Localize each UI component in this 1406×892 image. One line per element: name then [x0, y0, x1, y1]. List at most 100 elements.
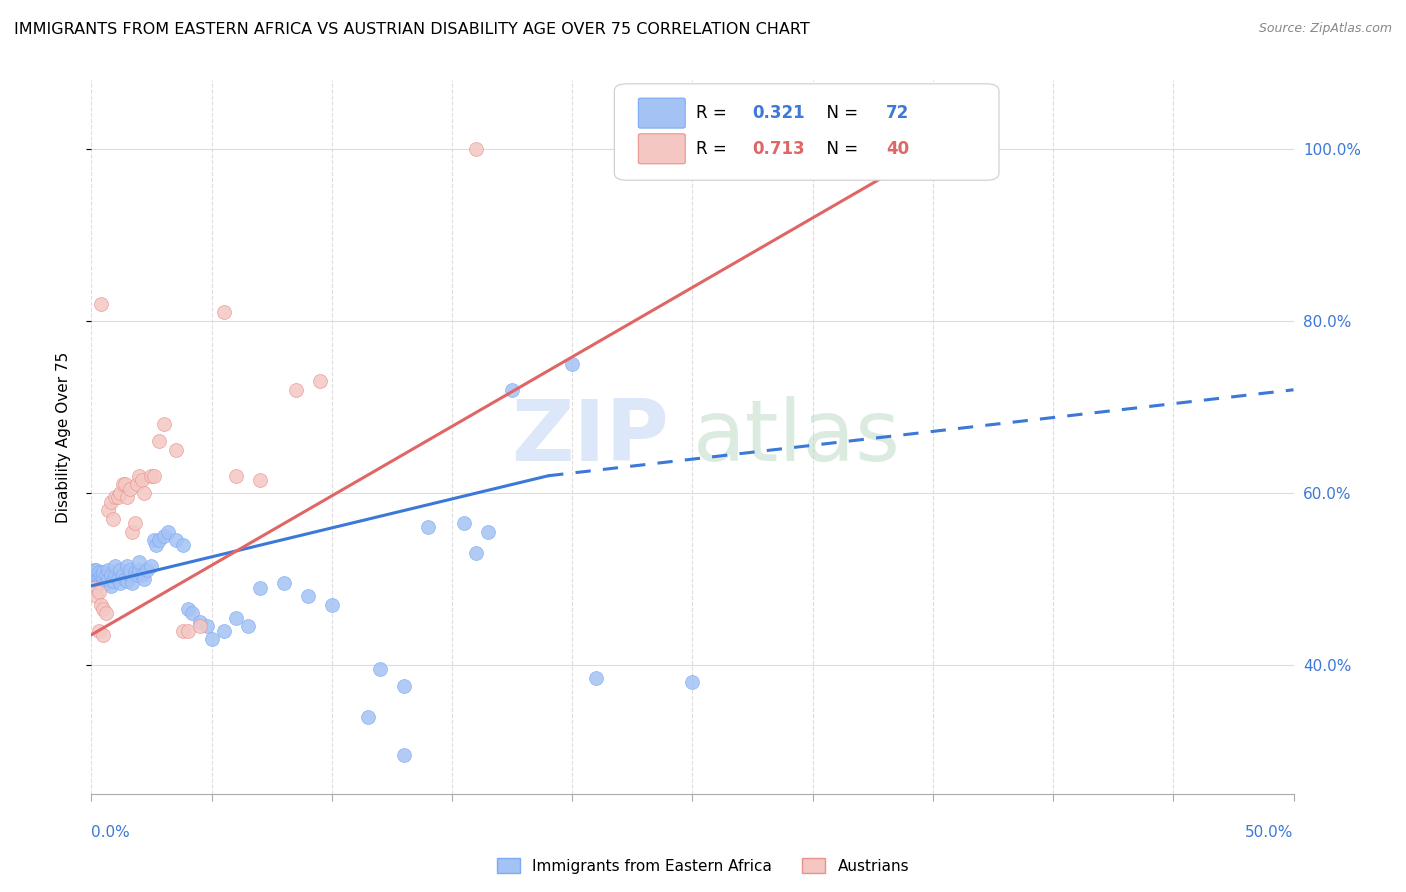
Point [501, 383, 523, 397]
Point [84, 574, 107, 588]
Point [284, 383, 307, 397]
Point [118, 567, 141, 582]
Point [110, 576, 132, 591]
Point [93, 565, 115, 579]
Point [321, 598, 343, 612]
Point [142, 468, 165, 483]
Point [111, 477, 134, 491]
Text: 0.0%: 0.0% [91, 825, 131, 840]
Point [83, 572, 105, 586]
Point [100, 494, 122, 508]
Text: Source: ZipAtlas.com: Source: ZipAtlas.com [1258, 22, 1392, 36]
Point [249, 581, 271, 595]
Point [135, 563, 157, 577]
Point [97, 572, 120, 586]
Point [142, 533, 165, 548]
Text: atlas: atlas [692, 395, 900, 479]
Text: 72: 72 [886, 104, 910, 122]
Point [124, 516, 146, 530]
Point [121, 576, 143, 591]
Point [94, 567, 117, 582]
Point [165, 533, 187, 548]
Point [212, 305, 235, 319]
Point [125, 567, 148, 582]
Point [101, 574, 124, 588]
Point [128, 468, 150, 483]
Point [104, 490, 127, 504]
Point [172, 624, 194, 638]
Point [225, 468, 247, 483]
Text: R =: R = [696, 140, 733, 158]
Point [90, 297, 112, 311]
Point [90, 598, 112, 612]
Point [84, 589, 107, 603]
Point [100, 567, 122, 582]
Point [104, 559, 127, 574]
Point [117, 574, 139, 588]
Point [90, 572, 112, 586]
Text: ZIP: ZIP [510, 395, 668, 479]
FancyBboxPatch shape [638, 98, 685, 128]
Point [128, 563, 150, 577]
Text: 0.321: 0.321 [752, 104, 806, 122]
Point [124, 565, 146, 579]
Point [93, 570, 115, 584]
Point [585, 671, 607, 685]
Point [152, 417, 174, 432]
Point [134, 572, 156, 586]
Point [97, 563, 120, 577]
Point [416, 520, 439, 534]
Point [104, 567, 127, 582]
Point [392, 680, 415, 694]
Point [176, 602, 198, 616]
Point [225, 610, 247, 624]
Point [94, 576, 117, 591]
Y-axis label: Disability Age Over 75: Disability Age Over 75 [56, 351, 70, 523]
Point [83, 567, 105, 582]
Point [83, 563, 105, 577]
Point [148, 434, 170, 449]
Point [101, 512, 124, 526]
Legend: Immigrants from Eastern Africa, Austrians: Immigrants from Eastern Africa, Austrian… [491, 852, 915, 880]
Point [148, 533, 170, 548]
Point [110, 563, 132, 577]
Point [172, 537, 194, 551]
Point [100, 579, 122, 593]
Point [249, 473, 271, 487]
Point [157, 524, 180, 539]
Point [273, 576, 295, 591]
Point [121, 524, 143, 539]
Point [110, 486, 132, 500]
Point [93, 602, 115, 616]
Point [165, 442, 187, 457]
Point [308, 374, 330, 388]
Point [87, 570, 110, 584]
Point [561, 357, 583, 371]
Text: IMMIGRANTS FROM EASTERN AFRICA VS AUSTRIAN DISABILITY AGE OVER 75 CORRELATION CH: IMMIGRANTS FROM EASTERN AFRICA VS AUSTRI… [14, 22, 810, 37]
Point [128, 555, 150, 569]
Point [84, 567, 107, 582]
Point [176, 624, 198, 638]
Point [93, 574, 115, 588]
Point [134, 486, 156, 500]
Point [188, 615, 211, 629]
Text: 40: 40 [886, 140, 910, 158]
Point [107, 572, 129, 586]
Point [111, 567, 134, 582]
Point [212, 624, 235, 638]
Point [93, 628, 115, 642]
Text: N =: N = [817, 140, 863, 158]
Point [477, 524, 499, 539]
Point [141, 559, 163, 574]
Point [125, 477, 148, 491]
Point [117, 490, 139, 504]
Point [181, 607, 204, 621]
Point [90, 567, 112, 582]
Point [87, 584, 110, 599]
FancyBboxPatch shape [638, 134, 685, 164]
Point [87, 576, 110, 591]
Point [87, 565, 110, 579]
Point [465, 546, 488, 560]
FancyBboxPatch shape [614, 84, 1000, 180]
Point [141, 468, 163, 483]
